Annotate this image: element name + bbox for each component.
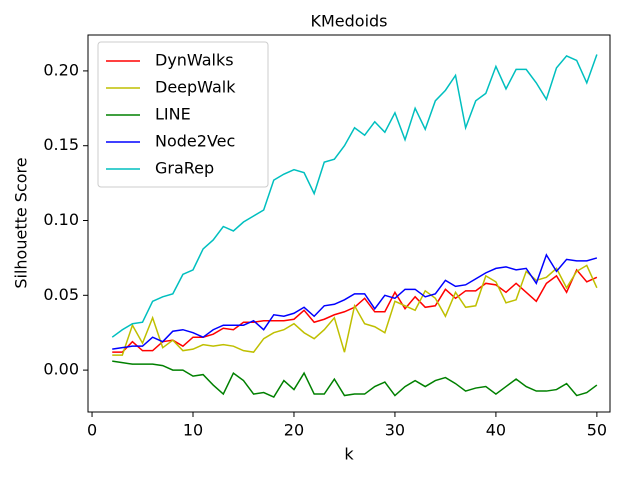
y-tick-label: 0.20 (43, 60, 79, 79)
data-line (112, 268, 598, 353)
chart-title: KMedoids (310, 12, 387, 31)
y-tick-label: 0.10 (43, 210, 79, 229)
data-line (112, 264, 598, 356)
legend-label: LINE (155, 105, 191, 124)
legend-box (97, 41, 269, 188)
legend-label: Node2Vec (155, 132, 235, 151)
data-line (111, 54, 598, 338)
y-tick-label: 0.05 (43, 285, 79, 304)
x-tick-label: 40 (486, 421, 506, 440)
plot-frame (87, 34, 611, 413)
x-tick-label: 30 (385, 421, 405, 440)
y-tick-label: 0.00 (43, 360, 79, 379)
legend-label: GraRep (155, 159, 214, 178)
data-line (112, 360, 598, 398)
x-axis-label: k (344, 445, 354, 464)
y-axis-label: Silhouette Score (12, 157, 31, 288)
legend-label: DeepWalk (155, 78, 236, 97)
x-tick-label: 20 (284, 421, 304, 440)
x-tick-label: 0 (87, 421, 97, 440)
data-line (112, 253, 598, 350)
x-tick-label: 50 (587, 421, 607, 440)
y-tick-label: 0.15 (43, 135, 79, 154)
x-tick-label: 10 (183, 421, 203, 440)
legend-label: DynWalks (155, 51, 234, 70)
